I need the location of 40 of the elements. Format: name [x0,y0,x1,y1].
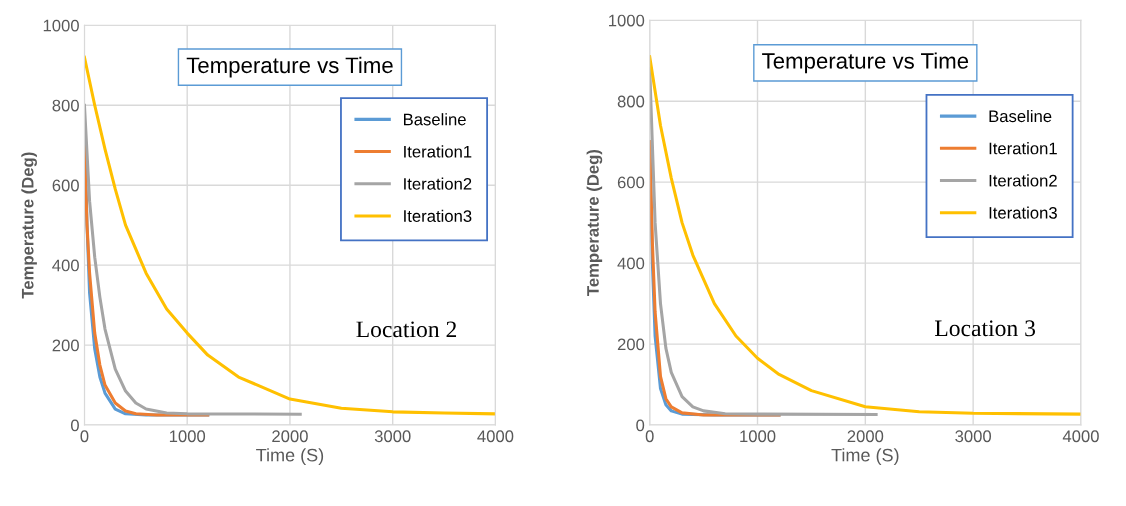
y-tick-label: 1000 [609,14,645,27]
line-series [84,55,496,416]
legend-label: Iteration2 [989,174,1057,187]
annotation: Location 3 [935,320,1036,337]
y-tick-label: 400 [52,259,79,272]
y-tick-label: 200 [52,339,79,352]
x-axis-title: Time (S) [831,448,899,466]
x-tick-label: 3000 [374,430,411,443]
legend-label: Iteration2 [404,177,472,190]
legend-label: Iteration3 [989,206,1057,219]
text: Temperature vs Time [762,52,969,74]
legend-label: Baseline [989,109,1052,123]
legend-label: Iteration1 [989,142,1057,155]
y-tick-label: 600 [52,179,79,192]
legend-label: Iteration1 [404,145,472,158]
y-tick-label: 800 [617,95,645,108]
y-axis-title: Temperature (Deg) [586,149,603,296]
text: Temperature vs Time [186,56,393,78]
x-tick-label: 1000 [169,430,206,443]
x-axis-title: Time (S) [256,448,324,466]
y-tick-label: 0 [70,419,79,432]
y-tick-label: 1000 [43,19,79,32]
y-tick-label: 400 [617,257,645,270]
x-tick-label: 0 [645,430,654,443]
x-tick-label: 1000 [740,430,776,443]
y-axis-title: Temperature (Deg) [21,152,37,299]
x-tick-label: 4000 [1062,430,1099,443]
x-tick-label: 4000 [477,430,514,443]
line-series [84,103,302,416]
x-tick-label: 3000 [955,430,992,443]
y-tick-label: 200 [617,338,645,351]
y-tick-label: 600 [617,176,645,189]
x-tick-label: 2000 [272,430,308,443]
x-tick-label: 2000 [847,430,884,443]
x-tick-label: 0 [80,430,89,443]
y-tick-label: 800 [52,99,79,112]
legend-label: Iteration3 [404,209,472,222]
y-tick-label: 0 [636,419,645,432]
annotation: Location 2 [356,321,457,338]
legend-label: Baseline [403,113,466,126]
